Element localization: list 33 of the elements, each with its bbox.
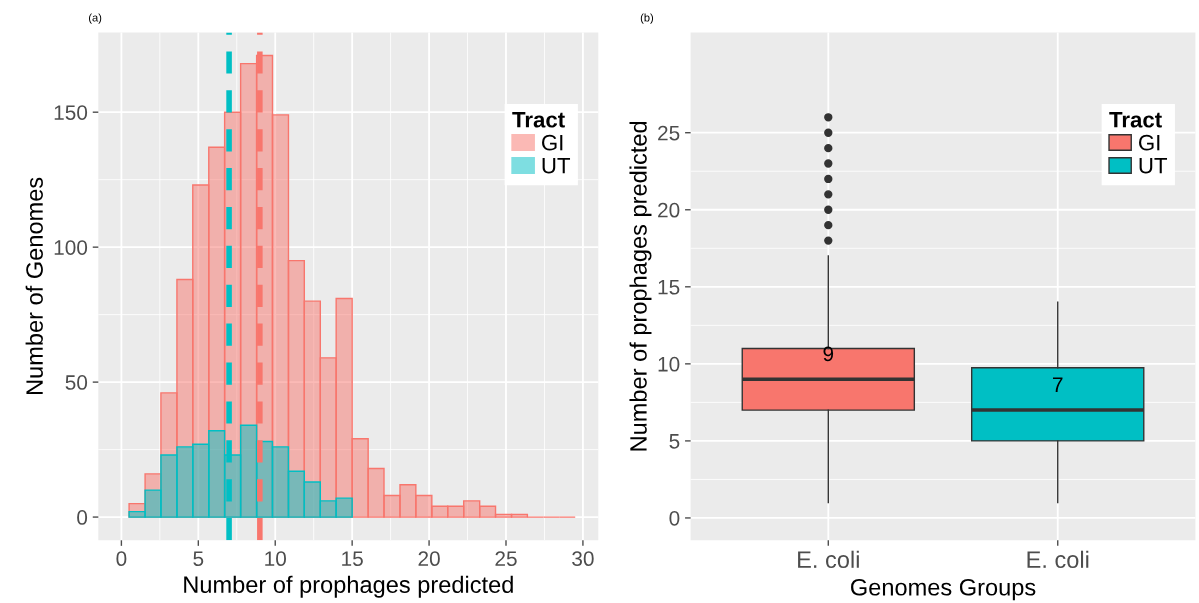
y-tick-label: 15 <box>658 280 680 295</box>
y-tick-label: 0 <box>77 510 88 525</box>
x-tick-label: 15 <box>342 551 363 567</box>
x-tick-label: 5 <box>193 551 204 567</box>
y-tick-label: 150 <box>54 105 88 120</box>
x-tick-label: 0 <box>116 551 127 567</box>
legend-label: GI <box>1139 134 1160 151</box>
legend-title: Tract <box>512 112 565 128</box>
x-tick-label: 25 <box>495 551 517 567</box>
y-tick-label: 5 <box>669 434 680 449</box>
y-axis-title: Number of Genomes <box>25 177 43 395</box>
y-tick-label: 10 <box>658 356 680 372</box>
y-tick-label: 0 <box>669 510 680 526</box>
chart-title: (b) <box>640 13 654 24</box>
x-tick-label: 10 <box>265 551 287 567</box>
y-axis-title: Number of prophages predicted <box>629 121 652 451</box>
x-axis-title: Number of prophages predicted <box>184 575 513 598</box>
legend-title: Tract <box>1109 112 1162 128</box>
y-tick-label: 25 <box>658 125 680 141</box>
text: 9 <box>823 346 834 362</box>
y-tick-label: 50 <box>65 375 88 390</box>
x-tick-label: 20 <box>418 551 440 567</box>
text: 7 <box>1053 377 1063 392</box>
x-axis-title: Genomes Groups <box>851 578 1036 601</box>
chart-title: (a) <box>89 13 102 24</box>
y-tick-label: 20 <box>658 202 680 218</box>
x-tick-label: E. coli <box>798 550 859 569</box>
legend-label: UT <box>1139 157 1168 174</box>
legend-label: UT <box>542 157 571 174</box>
y-tick-label: 100 <box>54 240 88 255</box>
legend-label: GI <box>542 134 563 151</box>
x-tick-label: E. coli <box>1027 550 1089 569</box>
x-tick-label: 30 <box>572 551 594 567</box>
